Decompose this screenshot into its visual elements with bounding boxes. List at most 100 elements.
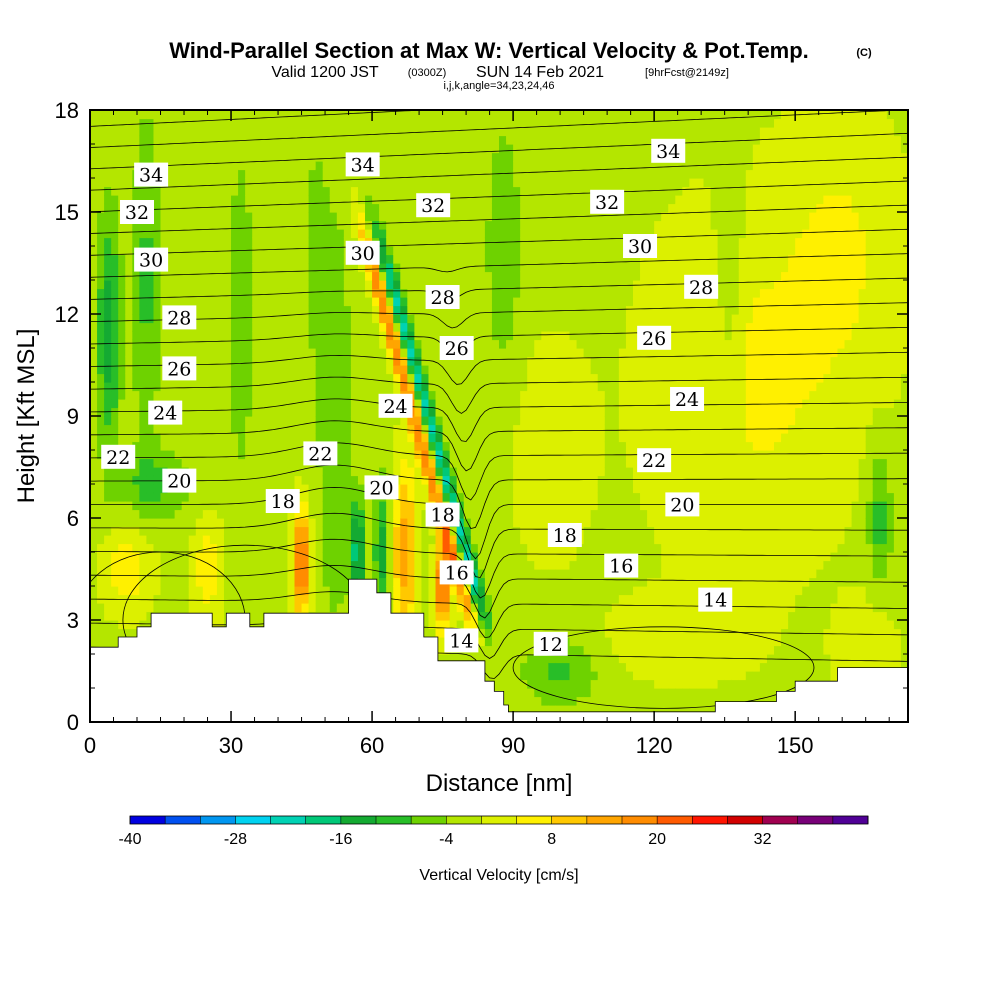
w-field-cell <box>506 501 514 511</box>
w-field-cell <box>90 433 98 443</box>
w-field-cell <box>252 169 260 179</box>
w-field-cell <box>245 501 253 511</box>
w-field-cell <box>463 620 472 630</box>
w-field-cell <box>428 560 437 570</box>
w-field-cell <box>315 535 324 545</box>
w-field-cell <box>322 127 331 137</box>
w-field-cell <box>372 195 380 205</box>
w-field-cell <box>484 110 493 120</box>
w-field-cell <box>393 603 401 613</box>
w-field-cell <box>125 280 133 290</box>
w-field-cell <box>202 118 211 128</box>
w-field-cell <box>534 586 542 596</box>
w-field-cell <box>329 288 338 298</box>
w-field-cell <box>160 603 169 613</box>
w-field-cell <box>541 560 549 570</box>
w-field-cell <box>174 535 183 545</box>
w-field-cell <box>181 339 190 349</box>
w-field-cell <box>414 543 423 553</box>
w-field-cell <box>315 203 324 213</box>
w-field-cell <box>555 314 564 324</box>
w-field-cell <box>287 569 296 579</box>
w-field-cell <box>527 373 535 383</box>
w-field-cell <box>139 229 148 239</box>
w-field-cell <box>139 552 148 562</box>
w-field-cell <box>301 501 310 511</box>
w-field-cell <box>421 178 430 188</box>
w-field-cell <box>132 543 140 553</box>
w-field-cell <box>393 416 401 426</box>
w-field-cell <box>442 169 451 179</box>
w-field-cell <box>308 331 317 341</box>
w-field-cell <box>343 416 352 426</box>
w-field-cell <box>357 288 366 298</box>
w-field-cell <box>428 484 437 494</box>
w-field-cell <box>273 390 281 400</box>
w-field-cell <box>238 322 246 332</box>
w-field-cell <box>477 186 486 196</box>
w-field-cell <box>541 586 549 596</box>
w-field-cell <box>174 118 183 128</box>
w-field-cell <box>527 696 535 706</box>
w-field-cell <box>343 365 352 375</box>
w-field-cell <box>118 416 126 426</box>
w-field-cell <box>223 441 232 451</box>
w-field-cell <box>407 535 415 545</box>
w-field-cell <box>513 416 521 426</box>
w-field-cell <box>393 467 401 477</box>
w-field-cell <box>336 594 345 604</box>
w-field-cell <box>527 424 535 434</box>
w-field-cell <box>491 246 500 256</box>
w-field-cell <box>555 416 564 426</box>
w-field-cell <box>287 577 296 587</box>
w-field-cell <box>350 509 359 519</box>
w-field-cell <box>513 348 521 358</box>
w-field-cell <box>259 229 267 239</box>
w-field-cell <box>555 263 564 273</box>
w-field-cell <box>231 280 239 290</box>
w-field-cell <box>195 560 204 570</box>
w-field-cell <box>118 569 126 579</box>
w-field-cell <box>534 203 542 213</box>
w-field-cell <box>372 118 380 128</box>
w-field-cell <box>245 305 253 315</box>
w-field-cell <box>555 552 564 562</box>
w-field-cell <box>555 611 564 621</box>
w-field-cell <box>301 407 310 417</box>
w-field-cell <box>435 118 444 128</box>
w-field-cell <box>400 297 408 307</box>
w-field-cell <box>216 263 225 273</box>
w-field-cell <box>245 526 253 536</box>
w-field-cell <box>393 186 401 196</box>
w-field-cell <box>520 288 528 298</box>
w-field-cell <box>245 382 253 392</box>
w-field-cell <box>132 433 140 443</box>
w-field-cell <box>181 407 190 417</box>
w-field-cell <box>343 433 352 443</box>
w-field-cell <box>548 492 557 502</box>
w-field-cell <box>167 552 176 562</box>
w-field-cell <box>322 254 331 264</box>
w-field-cell <box>499 144 507 154</box>
w-field-cell <box>181 382 190 392</box>
w-field-cell <box>513 586 521 596</box>
w-field-cell <box>315 586 324 596</box>
w-field-cell <box>393 280 401 290</box>
w-field-cell <box>139 339 148 349</box>
w-field-cell <box>329 186 338 196</box>
w-field-cell <box>513 263 521 273</box>
w-field-cell <box>111 144 119 154</box>
w-field-cell <box>301 237 310 247</box>
w-field-cell <box>541 297 549 307</box>
w-field-cell <box>421 535 430 545</box>
w-field-cell <box>216 203 225 213</box>
w-field-cell <box>513 458 521 468</box>
w-field-cell <box>527 688 535 698</box>
w-field-cell <box>562 450 571 460</box>
w-field-cell <box>132 620 140 630</box>
w-field-cell <box>195 169 204 179</box>
w-field-cell <box>499 509 507 519</box>
w-field-cell <box>202 339 211 349</box>
w-field-cell <box>499 407 507 417</box>
w-field-cell <box>202 288 211 298</box>
